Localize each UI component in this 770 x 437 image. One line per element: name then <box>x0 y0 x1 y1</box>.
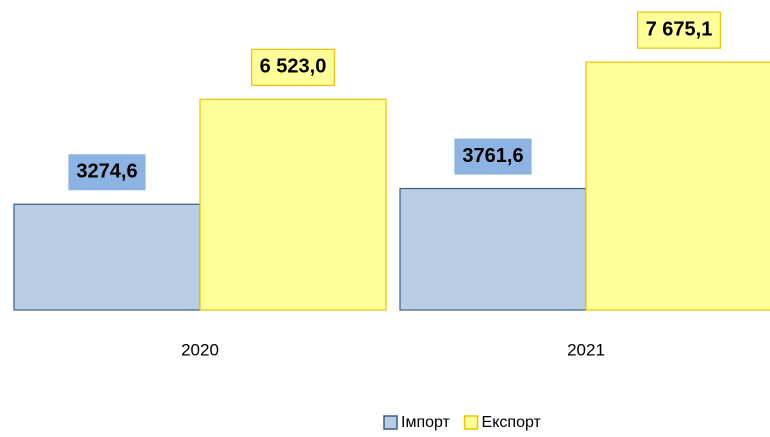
value-label-box <box>454 138 532 175</box>
legend-swatch <box>383 415 398 430</box>
x-tick-label: 2020 <box>181 340 219 359</box>
value-label: 6 523,0 <box>260 56 327 78</box>
x-tick-label: 2021 <box>567 340 605 359</box>
bar <box>13 203 201 311</box>
bar <box>199 98 387 311</box>
value-label-box <box>68 154 146 191</box>
value-label: 3761,6 <box>462 145 523 167</box>
value-label: 7 675,1 <box>646 18 713 40</box>
value-label-box <box>637 11 721 49</box>
legend-label: Експорт <box>482 414 542 431</box>
legend-swatch <box>463 415 479 430</box>
value-label-box <box>251 48 335 86</box>
value-label: 3274,6 <box>76 161 137 183</box>
legend-label: Імпорт <box>401 414 451 431</box>
bar <box>399 187 587 311</box>
bar <box>585 61 770 311</box>
